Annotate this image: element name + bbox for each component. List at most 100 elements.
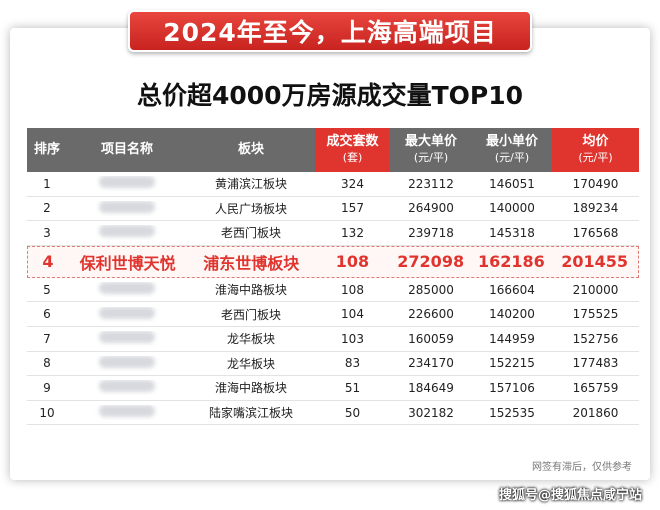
- table-row: 1 黄浦滨江板块 324 223112 146051 170490: [27, 172, 639, 197]
- ranking-table: 排序 项目名称 板块 成交套数 (套) 最大单价 (元/平) 最小单价 (元/平) 均…: [27, 128, 639, 426]
- project-cell: [67, 380, 187, 395]
- blurred-name: [99, 405, 155, 418]
- table-row: 2 人民广场板块 157 264900 140000 189234: [27, 197, 639, 222]
- min-price-cell: 152535: [489, 405, 535, 420]
- project-cell: [67, 405, 187, 420]
- max-price-cell: 264900: [408, 201, 454, 216]
- project-cell: [67, 306, 187, 322]
- area-cell: 陆家嘴滨江板块: [208, 406, 293, 421]
- header-area: 板块: [237, 142, 264, 157]
- blurred-name: [99, 225, 155, 238]
- units-cell: 51: [344, 380, 361, 395]
- project-cell: 保利世博天悦: [79, 253, 176, 273]
- max-price-cell: 226600: [408, 307, 454, 322]
- project-cell: [67, 225, 187, 240]
- area-cell: 老西门板块: [220, 307, 281, 322]
- max-price-cell: 160059: [408, 331, 454, 346]
- min-price-cell: 145318: [489, 225, 535, 240]
- max-price-cell: 285000: [408, 282, 454, 297]
- table-row: 7 龙华板块 103 160059 144959 152756: [27, 327, 639, 352]
- rank-cell: 2: [43, 201, 51, 216]
- area-cell: 浦东世博板块: [203, 253, 300, 273]
- banner-title: 2024年至今，上海高端项目: [128, 10, 532, 52]
- header-avg-price: 均价 (元/平): [552, 128, 639, 172]
- units-cell: 132: [341, 225, 364, 240]
- units-cell: 83: [344, 356, 361, 371]
- watermark: 搜狐号@搜狐焦点咸宁站: [498, 488, 642, 503]
- page-title: 总价超4000万房源成交量TOP10: [137, 81, 523, 110]
- footnote: 网签有滞后，仅供参考: [532, 462, 632, 473]
- rank-cell: 10: [39, 405, 55, 420]
- rank-cell: 9: [43, 380, 51, 395]
- project-cell: [67, 282, 187, 297]
- blurred-name: [99, 355, 155, 368]
- avg-price-cell: 177483: [572, 356, 619, 371]
- units-cell: 157: [341, 201, 364, 216]
- min-price-cell: 166604: [489, 282, 535, 297]
- header-rank: 排序: [33, 142, 60, 157]
- max-price-cell: 239718: [408, 225, 454, 240]
- blurred-name: [99, 176, 155, 189]
- area-cell: 淮海中路板块: [214, 283, 287, 298]
- rank-cell: 6: [43, 307, 51, 322]
- table-row: 6 老西门板块 104 226600 140200 175525: [27, 302, 639, 327]
- blurred-name: [99, 306, 155, 319]
- table-header: 排序 项目名称 板块 成交套数 (套) 最大单价 (元/平) 最小单价 (元/平) 均…: [27, 128, 639, 172]
- units-cell: 50: [344, 405, 361, 420]
- max-price-cell: 272098: [397, 252, 465, 272]
- project-cell: [67, 331, 187, 346]
- area-cell: 人民广场板块: [214, 201, 287, 216]
- project-cell: [67, 355, 187, 371]
- units-cell: 324: [341, 176, 364, 191]
- header-max-price: 最大单价 (元/平): [404, 134, 457, 164]
- table-row: 5 淮海中路板块 108 285000 166604 210000: [27, 278, 639, 303]
- min-price-cell: 157106: [489, 380, 535, 395]
- project-cell: [67, 200, 187, 216]
- rank-cell: 7: [43, 331, 51, 346]
- table-body: 1 黄浦滨江板块 324 223112 146051 170490 2 人民广场板块 157 26…: [27, 172, 639, 426]
- area-cell: 淮海中路板块: [214, 381, 287, 396]
- max-price-cell: 302182: [408, 405, 454, 420]
- table-row: 10 陆家嘴滨江板块 50 302182 152535 201860: [27, 401, 639, 426]
- avg-price-cell: 201455: [561, 252, 629, 272]
- units-cell: 108: [335, 252, 370, 272]
- area-cell: 龙华板块: [226, 332, 275, 347]
- area-cell: 龙华板块: [226, 356, 275, 371]
- avg-price-cell: 175525: [572, 307, 619, 322]
- blurred-name: [99, 200, 155, 213]
- min-price-cell: 140000: [489, 201, 535, 216]
- blurred-name: [99, 380, 155, 393]
- blurred-name: [99, 282, 155, 295]
- blurred-name: [99, 331, 155, 344]
- area-cell: 老西门板块: [220, 226, 281, 241]
- header-units: 成交套数 (套): [315, 128, 390, 172]
- units-cell: 103: [341, 331, 364, 346]
- area-cell: 黄浦滨江板块: [214, 177, 287, 192]
- units-cell: 104: [341, 307, 364, 322]
- avg-price-cell: 189234: [572, 201, 619, 216]
- units-cell: 108: [341, 282, 364, 297]
- avg-price-cell: 170490: [572, 176, 619, 191]
- avg-price-cell: 165759: [572, 380, 619, 395]
- header-min-price: 最小单价 (元/平): [485, 134, 538, 164]
- min-price-cell: 146051: [489, 176, 535, 191]
- table-row-highlighted: 4 保利世博天悦 浦东世博板块 108 272098 162186 201455: [27, 245, 639, 278]
- min-price-cell: 140200: [489, 307, 535, 322]
- min-price-cell: 152215: [489, 356, 535, 371]
- table-row: 3 老西门板块 132 239718 145318 176568: [27, 221, 639, 246]
- rank-cell: 8: [43, 356, 51, 371]
- rank-cell: 3: [43, 225, 51, 240]
- min-price-cell: 162186: [478, 252, 545, 272]
- avg-price-cell: 176568: [572, 225, 619, 240]
- max-price-cell: 223112: [408, 176, 454, 191]
- table-row: 9 淮海中路板块 51 184649 157106 165759: [27, 376, 639, 401]
- rank-cell: 5: [43, 282, 51, 297]
- header-project: 项目名称: [100, 142, 153, 157]
- avg-price-cell: 201860: [572, 405, 619, 420]
- max-price-cell: 234170: [408, 356, 454, 371]
- min-price-cell: 144959: [489, 331, 535, 346]
- rank-cell: 1: [43, 176, 51, 191]
- max-price-cell: 184649: [408, 380, 454, 395]
- project-cell: [67, 176, 187, 191]
- rank-cell: 4: [42, 252, 54, 272]
